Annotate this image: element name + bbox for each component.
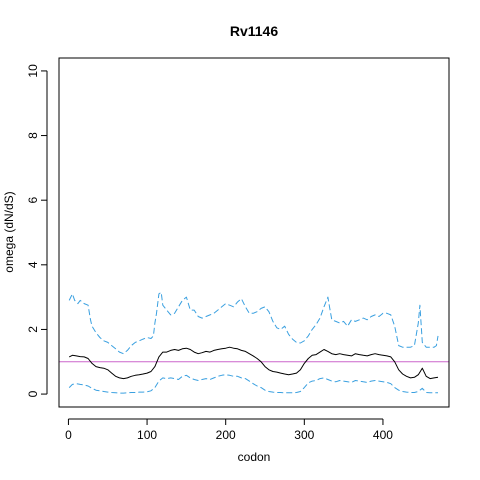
y-tick-label: 2: [26, 326, 40, 333]
x-tick-label: 400: [373, 428, 393, 442]
x-tick-label: 0: [65, 428, 72, 442]
y-tick-label: 6: [26, 197, 40, 204]
y-axis-label: omega (dN/dS): [2, 191, 16, 272]
series-line-upper: [68, 291, 439, 355]
series-line-lower: [68, 374, 438, 394]
x-tick-label: 100: [137, 428, 157, 442]
x-tick-label: 300: [294, 428, 314, 442]
plot-frame: [58, 57, 450, 408]
y-tick-label: 0: [26, 390, 40, 397]
series-line-omega: [68, 346, 439, 380]
x-axis-label: codon: [238, 450, 271, 464]
y-tick-label: 4: [26, 261, 40, 268]
plot-area: [59, 291, 449, 394]
y-tick-label: 8: [26, 132, 40, 139]
axes: 0 100 200 300 400 0 2 4 6 8 10: [26, 57, 450, 442]
x-tick-label: 200: [216, 428, 236, 442]
chart-title: Rv1146: [230, 23, 278, 39]
y-tick-label: 10: [26, 64, 40, 78]
